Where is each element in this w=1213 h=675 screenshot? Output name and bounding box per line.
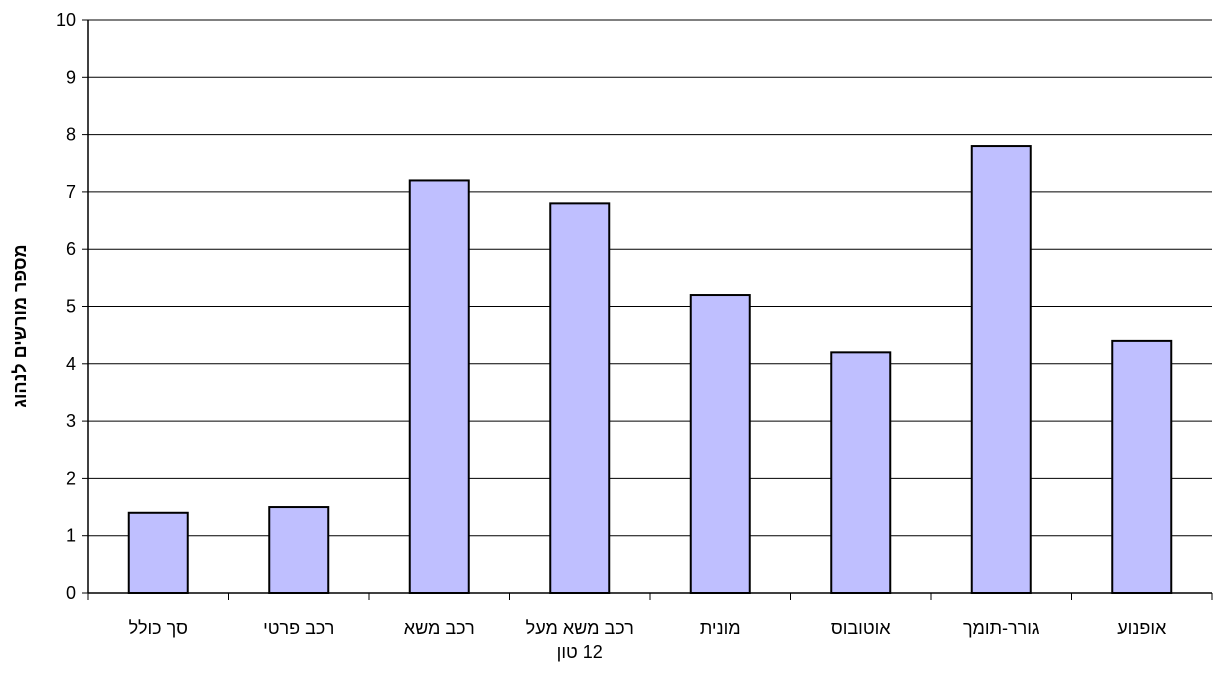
y-tick-label: 4 xyxy=(66,354,76,374)
bar xyxy=(268,506,330,594)
y-tick-label: 0 xyxy=(66,583,76,603)
y-tick-label: 2 xyxy=(66,468,76,488)
bar xyxy=(549,202,611,595)
x-category-label: רכב פרטי xyxy=(263,618,334,638)
x-category-label: מונית xyxy=(700,618,741,638)
y-tick-label: 7 xyxy=(66,182,76,202)
x-category-label: 12 טון xyxy=(557,642,603,662)
x-category-label: אוטובוס xyxy=(831,618,891,638)
y-tick-label: 10 xyxy=(56,10,76,30)
y-tick-label: 6 xyxy=(66,239,76,259)
bar xyxy=(408,179,470,594)
axes xyxy=(82,19,1213,600)
y-axis-title: מספר מורשים לנהוג xyxy=(10,244,30,407)
bar xyxy=(970,145,1032,594)
y-tick-label: 5 xyxy=(66,297,76,317)
y-tick-label: 8 xyxy=(66,125,76,145)
x-category-label: גורר-תומך xyxy=(963,618,1040,638)
x-category-label: רכב משא מעל xyxy=(526,618,634,638)
x-category-label: רכב משא xyxy=(404,618,475,638)
bar xyxy=(830,351,892,594)
x-category-label: אופנוע xyxy=(1117,618,1167,638)
labels: 0 1 2 3 4 5 6 7 8 9 10 סך כולל רכב פרטי רכב משא רכב מש… xyxy=(56,10,1167,662)
y-tick-label: 9 xyxy=(66,67,76,87)
x-category-label: סך כולל xyxy=(129,618,188,638)
y-tick-label: 3 xyxy=(66,411,76,431)
gridlines xyxy=(88,19,1212,537)
bar xyxy=(1111,339,1173,594)
y-tick-label: 1 xyxy=(66,526,76,546)
bars xyxy=(127,145,1173,595)
bar xyxy=(127,511,189,595)
bar xyxy=(689,294,751,594)
